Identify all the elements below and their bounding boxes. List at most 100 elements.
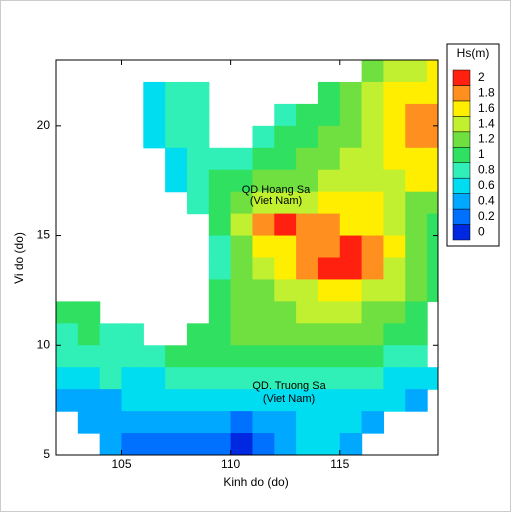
contour-cell	[208, 367, 232, 390]
colorbar-label: 0.6	[478, 178, 495, 192]
contour-cell	[317, 257, 341, 281]
contour-cell	[383, 191, 406, 215]
contour-cell	[361, 367, 385, 390]
contour-cell	[165, 103, 188, 127]
contour-cell	[317, 191, 341, 215]
contour-cell	[361, 301, 385, 324]
plot-frame	[55, 59, 439, 456]
contour-cell	[77, 367, 101, 390]
contour-cell	[383, 301, 406, 324]
colorbar-swatch	[452, 177, 471, 194]
contour-cell	[252, 433, 275, 455]
contour-cell	[317, 125, 341, 149]
contour-cell	[427, 191, 438, 215]
colorbar-swatch	[452, 116, 471, 133]
contour-cell	[165, 411, 188, 434]
contour-cell	[339, 367, 363, 390]
contour-cell	[296, 433, 319, 455]
contour-cell	[77, 411, 101, 434]
contour-cell	[339, 433, 363, 455]
contour-cell	[208, 433, 232, 455]
contour-cell	[99, 411, 123, 434]
contour-cell	[143, 81, 166, 105]
contour-cell	[296, 323, 319, 346]
contour-cell	[383, 257, 406, 281]
contour-cell	[383, 323, 406, 346]
colorbar-label: 1.4	[478, 116, 495, 130]
contour-cell	[405, 389, 428, 412]
contour-cell	[361, 191, 385, 215]
contour-cell	[121, 433, 144, 455]
contour-cell	[317, 81, 341, 105]
contour-cell	[383, 389, 406, 412]
contour-cell	[339, 81, 363, 105]
colorbar-label: 0	[478, 224, 485, 238]
contour-cell	[274, 191, 297, 215]
contour-cell	[186, 103, 210, 127]
contour-cell	[186, 411, 210, 434]
contour-cell	[339, 191, 363, 215]
contour-cell	[317, 345, 341, 368]
contour-cell	[383, 345, 406, 368]
contour-cell	[317, 323, 341, 346]
contour-cell	[230, 169, 254, 193]
contour-cell	[361, 81, 385, 105]
contour-cell	[427, 235, 438, 259]
contour-cell	[405, 169, 428, 193]
contour-cell	[143, 125, 166, 149]
contour-field	[56, 60, 438, 455]
x-axis-label: Kinh do (do)	[223, 475, 288, 489]
contour-cell	[56, 345, 79, 368]
contour-cell	[165, 433, 188, 455]
contour-cell	[186, 191, 210, 215]
contour-cell	[427, 279, 438, 302]
contour-cell	[230, 345, 254, 368]
x-tick-label: 105	[111, 457, 131, 471]
colorbar-label: 1.6	[478, 101, 495, 115]
contour-cell	[317, 103, 341, 127]
contour-cell	[230, 411, 254, 434]
contour-cell	[317, 367, 341, 390]
contour-cell	[230, 191, 254, 215]
contour-cell	[339, 345, 363, 368]
colorbar-label: 2	[478, 70, 485, 84]
contour-cell	[230, 367, 254, 390]
colorbar-label: 0.4	[478, 194, 495, 208]
contour-cell	[186, 81, 210, 105]
contour-cell	[274, 169, 297, 193]
contour-cell	[427, 103, 438, 127]
contour-cell	[230, 147, 254, 171]
contour-cell	[361, 323, 385, 346]
contour-cell	[165, 367, 188, 390]
contour-cell	[274, 213, 297, 237]
contour-cell	[383, 81, 406, 105]
contour-cell	[99, 367, 123, 390]
contour-cell	[383, 213, 406, 237]
contour-cell	[427, 125, 438, 149]
contour-cell	[77, 301, 101, 324]
contour-cell	[405, 60, 428, 83]
contour-cell	[361, 169, 385, 193]
contour-cell	[405, 147, 428, 171]
contour-cell	[186, 323, 210, 346]
contour-cell	[77, 345, 101, 368]
contour-cell	[383, 169, 406, 193]
contour-cell	[208, 279, 232, 302]
contour-cell	[361, 213, 385, 237]
contour-cell	[99, 389, 123, 412]
contour-cell	[121, 367, 144, 390]
contour-cell	[339, 389, 363, 412]
contour-cell	[252, 147, 275, 171]
contour-cell	[186, 389, 210, 412]
contour-cell	[252, 257, 275, 281]
contour-cell	[405, 213, 428, 237]
contour-cell	[361, 257, 385, 281]
contour-cell	[208, 323, 232, 346]
contour-cell	[252, 345, 275, 368]
contour-cell	[405, 103, 428, 127]
contour-cell	[165, 389, 188, 412]
contour-cell	[317, 301, 341, 324]
contour-cell	[405, 367, 428, 390]
colorbar-swatch	[452, 69, 471, 86]
